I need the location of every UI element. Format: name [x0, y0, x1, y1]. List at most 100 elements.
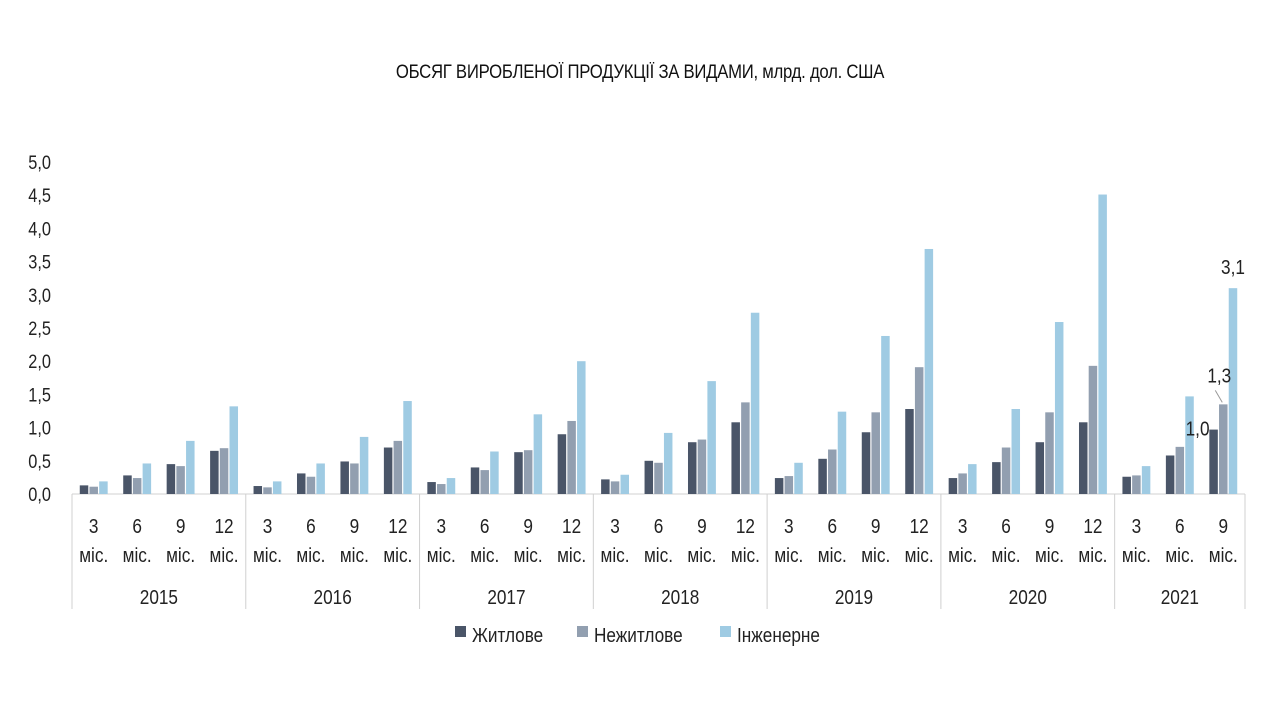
bar-Житлове — [818, 458, 827, 494]
bar-Житлове — [1209, 429, 1218, 494]
x-tick-label: 6 — [1175, 515, 1185, 538]
bar-Нежитлове — [741, 402, 750, 494]
bar-Житлове — [557, 434, 567, 494]
y-tick-label: 2,5 — [28, 318, 51, 339]
x-tick-label: міс. — [166, 544, 195, 567]
x-tick-label: 12 — [562, 515, 581, 538]
x-tick-label: міс. — [1209, 544, 1238, 567]
bar-Житлове — [1122, 476, 1131, 494]
bar-Житлове — [427, 482, 436, 494]
bar-Житлове — [731, 422, 740, 494]
bar-Нежитлове — [306, 476, 316, 494]
y-tick-label: 3,5 — [28, 251, 51, 272]
bar-Інженерне — [620, 474, 630, 494]
x-tick-label: міс. — [79, 544, 108, 567]
bar-Нежитлове — [1088, 365, 1098, 494]
x-group-label: 2015 — [140, 586, 178, 609]
bar-Нежитлове — [219, 448, 229, 494]
bar-Інженерне — [272, 481, 282, 494]
bar-Нежитлове — [437, 484, 446, 494]
bar-Житлове — [1035, 442, 1045, 494]
x-tick-label: міс. — [861, 544, 890, 567]
x-tick-label: міс. — [601, 544, 630, 567]
bar-Житлове — [774, 478, 784, 494]
x-tick-label: міс. — [470, 544, 499, 567]
bar-Інженерне — [533, 414, 543, 494]
bar-Житлове — [905, 409, 914, 494]
y-tick-label: 1,5 — [28, 384, 51, 405]
bar-Інженерне — [490, 451, 499, 494]
bar-Інженерне — [1054, 322, 1064, 494]
bar-Житлове — [601, 479, 610, 494]
bar-Нежитлове — [1175, 446, 1185, 494]
data-label: 3,1 — [1221, 256, 1245, 279]
x-tick-label: 6 — [1001, 515, 1011, 538]
x-tick-label: 3 — [610, 515, 620, 538]
bar-Інженерне — [142, 463, 152, 494]
x-group-label: 2018 — [661, 586, 699, 609]
bar-Інженерне — [446, 478, 456, 494]
x-tick-label: 9 — [1218, 515, 1228, 538]
bar-Нежитлове — [958, 473, 967, 494]
bar-Інженерне — [837, 411, 847, 494]
bar-Нежитлове — [828, 449, 837, 494]
x-tick-label: міс. — [644, 544, 673, 567]
x-tick-label: 3 — [1132, 515, 1142, 538]
bar-Нежитлове — [393, 440, 403, 494]
bar-Нежитлове — [176, 466, 185, 494]
x-tick-label: 3 — [436, 515, 446, 538]
bar-Інженерне — [663, 432, 673, 494]
bar-Житлове — [861, 432, 871, 494]
x-tick-label: 3 — [263, 515, 273, 538]
bar-Житлове — [948, 478, 958, 494]
x-group-label: 2019 — [835, 586, 873, 609]
x-tick-label: 6 — [132, 515, 142, 538]
x-tick-label: 9 — [176, 515, 186, 538]
x-tick-label: 3 — [958, 515, 968, 538]
bar-Житлове — [296, 473, 306, 494]
x-tick-label: міс. — [1122, 544, 1151, 567]
x-tick-label: 6 — [306, 515, 316, 538]
bar-Житлове — [1165, 455, 1175, 494]
y-tick-label: 5,0 — [28, 152, 51, 173]
x-tick-label: міс. — [340, 544, 369, 567]
bar-Житлове — [253, 486, 263, 494]
bar-Житлове — [166, 464, 176, 494]
x-tick-label: міс. — [123, 544, 152, 567]
x-tick-label: 9 — [871, 515, 881, 538]
chart-title: ОБСЯГ ВИРОБЛЕНОЇ ПРОДУКЦІЇ ЗА ВИДАМИ, мл… — [395, 62, 885, 83]
x-tick-label: міс. — [948, 544, 977, 567]
bar-Нежитлове — [523, 450, 533, 494]
x-tick-label: 3 — [89, 515, 99, 538]
bar-Інженерне — [229, 406, 239, 494]
legend-swatch — [577, 626, 588, 637]
bar-Житлове — [210, 450, 219, 494]
bar-Нежитлове — [1045, 412, 1054, 494]
bar-Нежитлове — [132, 478, 142, 494]
bar-Інженерне — [186, 440, 195, 494]
data-label: 1,3 — [1207, 364, 1231, 387]
y-tick-label: 2,0 — [28, 351, 51, 372]
bar-Інженерне — [1098, 194, 1107, 495]
data-label-leader — [1214, 390, 1223, 403]
x-tick-label: міс. — [210, 544, 239, 567]
bar-Нежитлове — [1219, 404, 1228, 494]
x-tick-label: міс. — [557, 544, 586, 567]
bar-Житлове — [79, 485, 89, 494]
x-tick-label: 9 — [523, 515, 533, 538]
bar-Інженерне — [359, 436, 369, 494]
x-tick-label: 12 — [910, 515, 929, 538]
x-group-label: 2020 — [1009, 586, 1047, 609]
bar-Нежитлове — [697, 439, 707, 494]
x-tick-label: міс. — [687, 544, 716, 567]
y-tick-label: 4,5 — [28, 185, 51, 206]
x-group-label: 2017 — [487, 586, 525, 609]
x-tick-label: міс. — [818, 544, 847, 567]
x-tick-label: міс. — [383, 544, 412, 567]
legend-label: Нежитлове — [594, 624, 683, 647]
bar-Інженерне — [794, 462, 803, 494]
bar-Інженерне — [577, 361, 586, 494]
x-tick-label: 6 — [654, 515, 664, 538]
bar-Житлове — [514, 452, 523, 494]
